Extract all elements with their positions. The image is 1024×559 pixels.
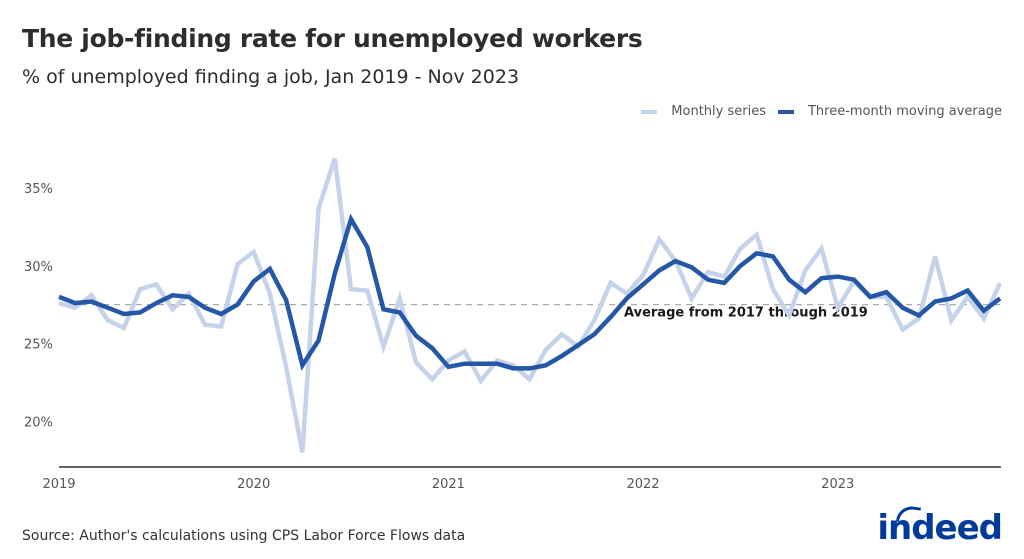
legend-swatch-moving-average [777,109,794,114]
y-tick-label: 20% [24,415,53,430]
x-tick-label: 2022 [627,477,660,492]
x-tick-label: 2021 [432,477,465,492]
reference-line-label: Average from 2017 through 2019 [624,306,868,321]
legend-item-moving-average: Three-month moving average [777,104,1002,119]
source-note: Source: Author's calculations using CPS … [22,528,466,544]
y-tick-label: 30% [24,260,53,275]
monthly-series-line [58,157,1003,453]
x-tick-label: 2019 [42,477,75,492]
x-tick-label: 2023 [821,477,854,492]
legend-swatch-monthly [641,109,658,114]
legend-label-moving-average: Three-month moving average [807,104,1002,119]
legend-label-monthly: Monthly series [671,104,766,119]
legend-item-monthly: Monthly series [641,104,766,119]
chart-title: The job-finding rate for unemployed work… [22,24,643,53]
y-tick-label: 25% [24,338,53,353]
x-axis: 2019 2020 2021 2022 2023 [42,477,854,492]
indeed-logo: indeed [877,508,1003,548]
y-tick-label: 35% [24,182,53,197]
chart-subtitle: % of unemployed finding a job, Jan 2019 … [22,66,520,88]
x-tick-label: 2020 [237,477,270,492]
moving-average-line [58,213,1002,371]
legend: Monthly series Three-month moving averag… [629,104,1002,119]
y-axis: 20% 25% 30% 35% [24,182,53,430]
